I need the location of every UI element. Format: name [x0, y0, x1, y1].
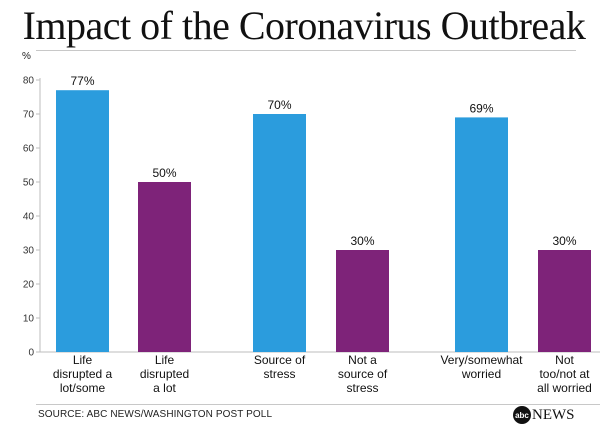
chart-title: Impact of the Coronavirus Outbreak [22, 3, 586, 48]
bar [455, 117, 508, 353]
y-tick-label: 0 [28, 348, 34, 359]
y-tick-label: 50 [23, 178, 35, 189]
category-label-line: lot/some [60, 381, 106, 395]
y-tick-label: 20 [23, 280, 35, 291]
bar-data-label: 30% [350, 234, 374, 248]
bar-data-label: 77% [70, 74, 94, 88]
category-label: Life disrupted a lot/some [53, 353, 113, 395]
bar-data-label: 30% [552, 234, 576, 248]
y-tick-label: 60 [23, 144, 35, 155]
abc-disc-icon: abc [513, 406, 531, 424]
y-tick-label: 80 [23, 76, 35, 87]
y-axis-unit-label: % [22, 51, 31, 62]
bar [253, 114, 306, 352]
category-label-line: Not [555, 353, 574, 367]
category-label: Very/somewhat worried [440, 353, 523, 381]
abc-news-logo: abc NEWS [513, 406, 575, 424]
bar-data-label: 70% [267, 98, 291, 112]
y-tick-label: 10 [23, 314, 35, 325]
news-wordmark: NEWS [532, 406, 575, 423]
category-label-line: stress [346, 381, 378, 395]
y-tick-label: 70 [23, 110, 35, 121]
category-label-line: Very/somewhat [440, 353, 523, 367]
category-label-line: stress [263, 367, 295, 381]
bar [56, 90, 109, 352]
bar [138, 182, 191, 352]
bar [336, 250, 389, 352]
bar-data-label: 50% [152, 166, 176, 180]
category-label-line: Life [73, 353, 93, 367]
category-label-line: disrupted a [53, 367, 113, 381]
category-label-line: disrupted [140, 367, 189, 381]
category-label-line: worried [461, 367, 501, 381]
bar [538, 250, 591, 352]
title-divider [36, 50, 576, 51]
y-tick-label: 30 [23, 246, 35, 257]
category-label: Not too/not at all worried [537, 353, 592, 395]
category-label-line: Source of [254, 353, 306, 367]
category-label-line: all worried [537, 381, 592, 395]
category-label-line: too/not at [539, 367, 590, 381]
source-note: SOURCE: ABC NEWS/WASHINGTON POST POLL [38, 409, 273, 420]
category-label: Life disrupted a lot [140, 353, 189, 395]
y-tick-label: 40 [23, 212, 35, 223]
category-label-line: a lot [153, 381, 176, 395]
category-label-line: Not a [348, 353, 377, 367]
bar-data-label: 69% [469, 101, 493, 115]
category-label-line: Life [155, 353, 175, 367]
category-label: Not a source of stress [338, 353, 388, 395]
category-label-line: source of [338, 367, 388, 381]
source-divider [36, 404, 600, 405]
category-label: Source of stress [254, 353, 306, 381]
